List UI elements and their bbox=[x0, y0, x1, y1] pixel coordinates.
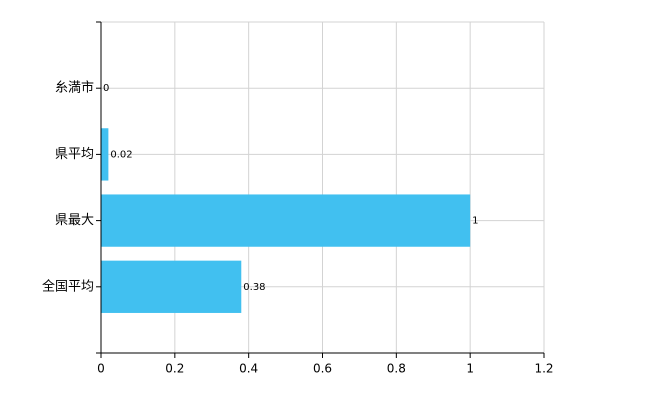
value-label: 0 bbox=[103, 83, 109, 94]
x-tick-label: 0.8 bbox=[387, 362, 406, 376]
x-tick-label: 1.2 bbox=[534, 362, 553, 376]
x-tick-label: 0.4 bbox=[239, 362, 258, 376]
x-tick-label: 0.6 bbox=[313, 362, 332, 376]
value-label: 1 bbox=[472, 216, 478, 227]
x-tick-label: 0.2 bbox=[165, 362, 184, 376]
bar bbox=[101, 128, 109, 181]
y-tick-label: 県最大 bbox=[55, 213, 94, 228]
value-label: 0.02 bbox=[110, 149, 132, 160]
bar bbox=[101, 260, 242, 313]
bar bbox=[101, 194, 471, 247]
x-tick-label: 0 bbox=[97, 362, 105, 376]
value-label: 0.38 bbox=[243, 282, 265, 293]
y-tick-label: 県平均 bbox=[55, 147, 94, 162]
y-tick-label: 糸満市 bbox=[55, 80, 94, 96]
y-tick-label: 全国平均 bbox=[42, 278, 94, 294]
x-tick-label: 1 bbox=[466, 362, 474, 376]
